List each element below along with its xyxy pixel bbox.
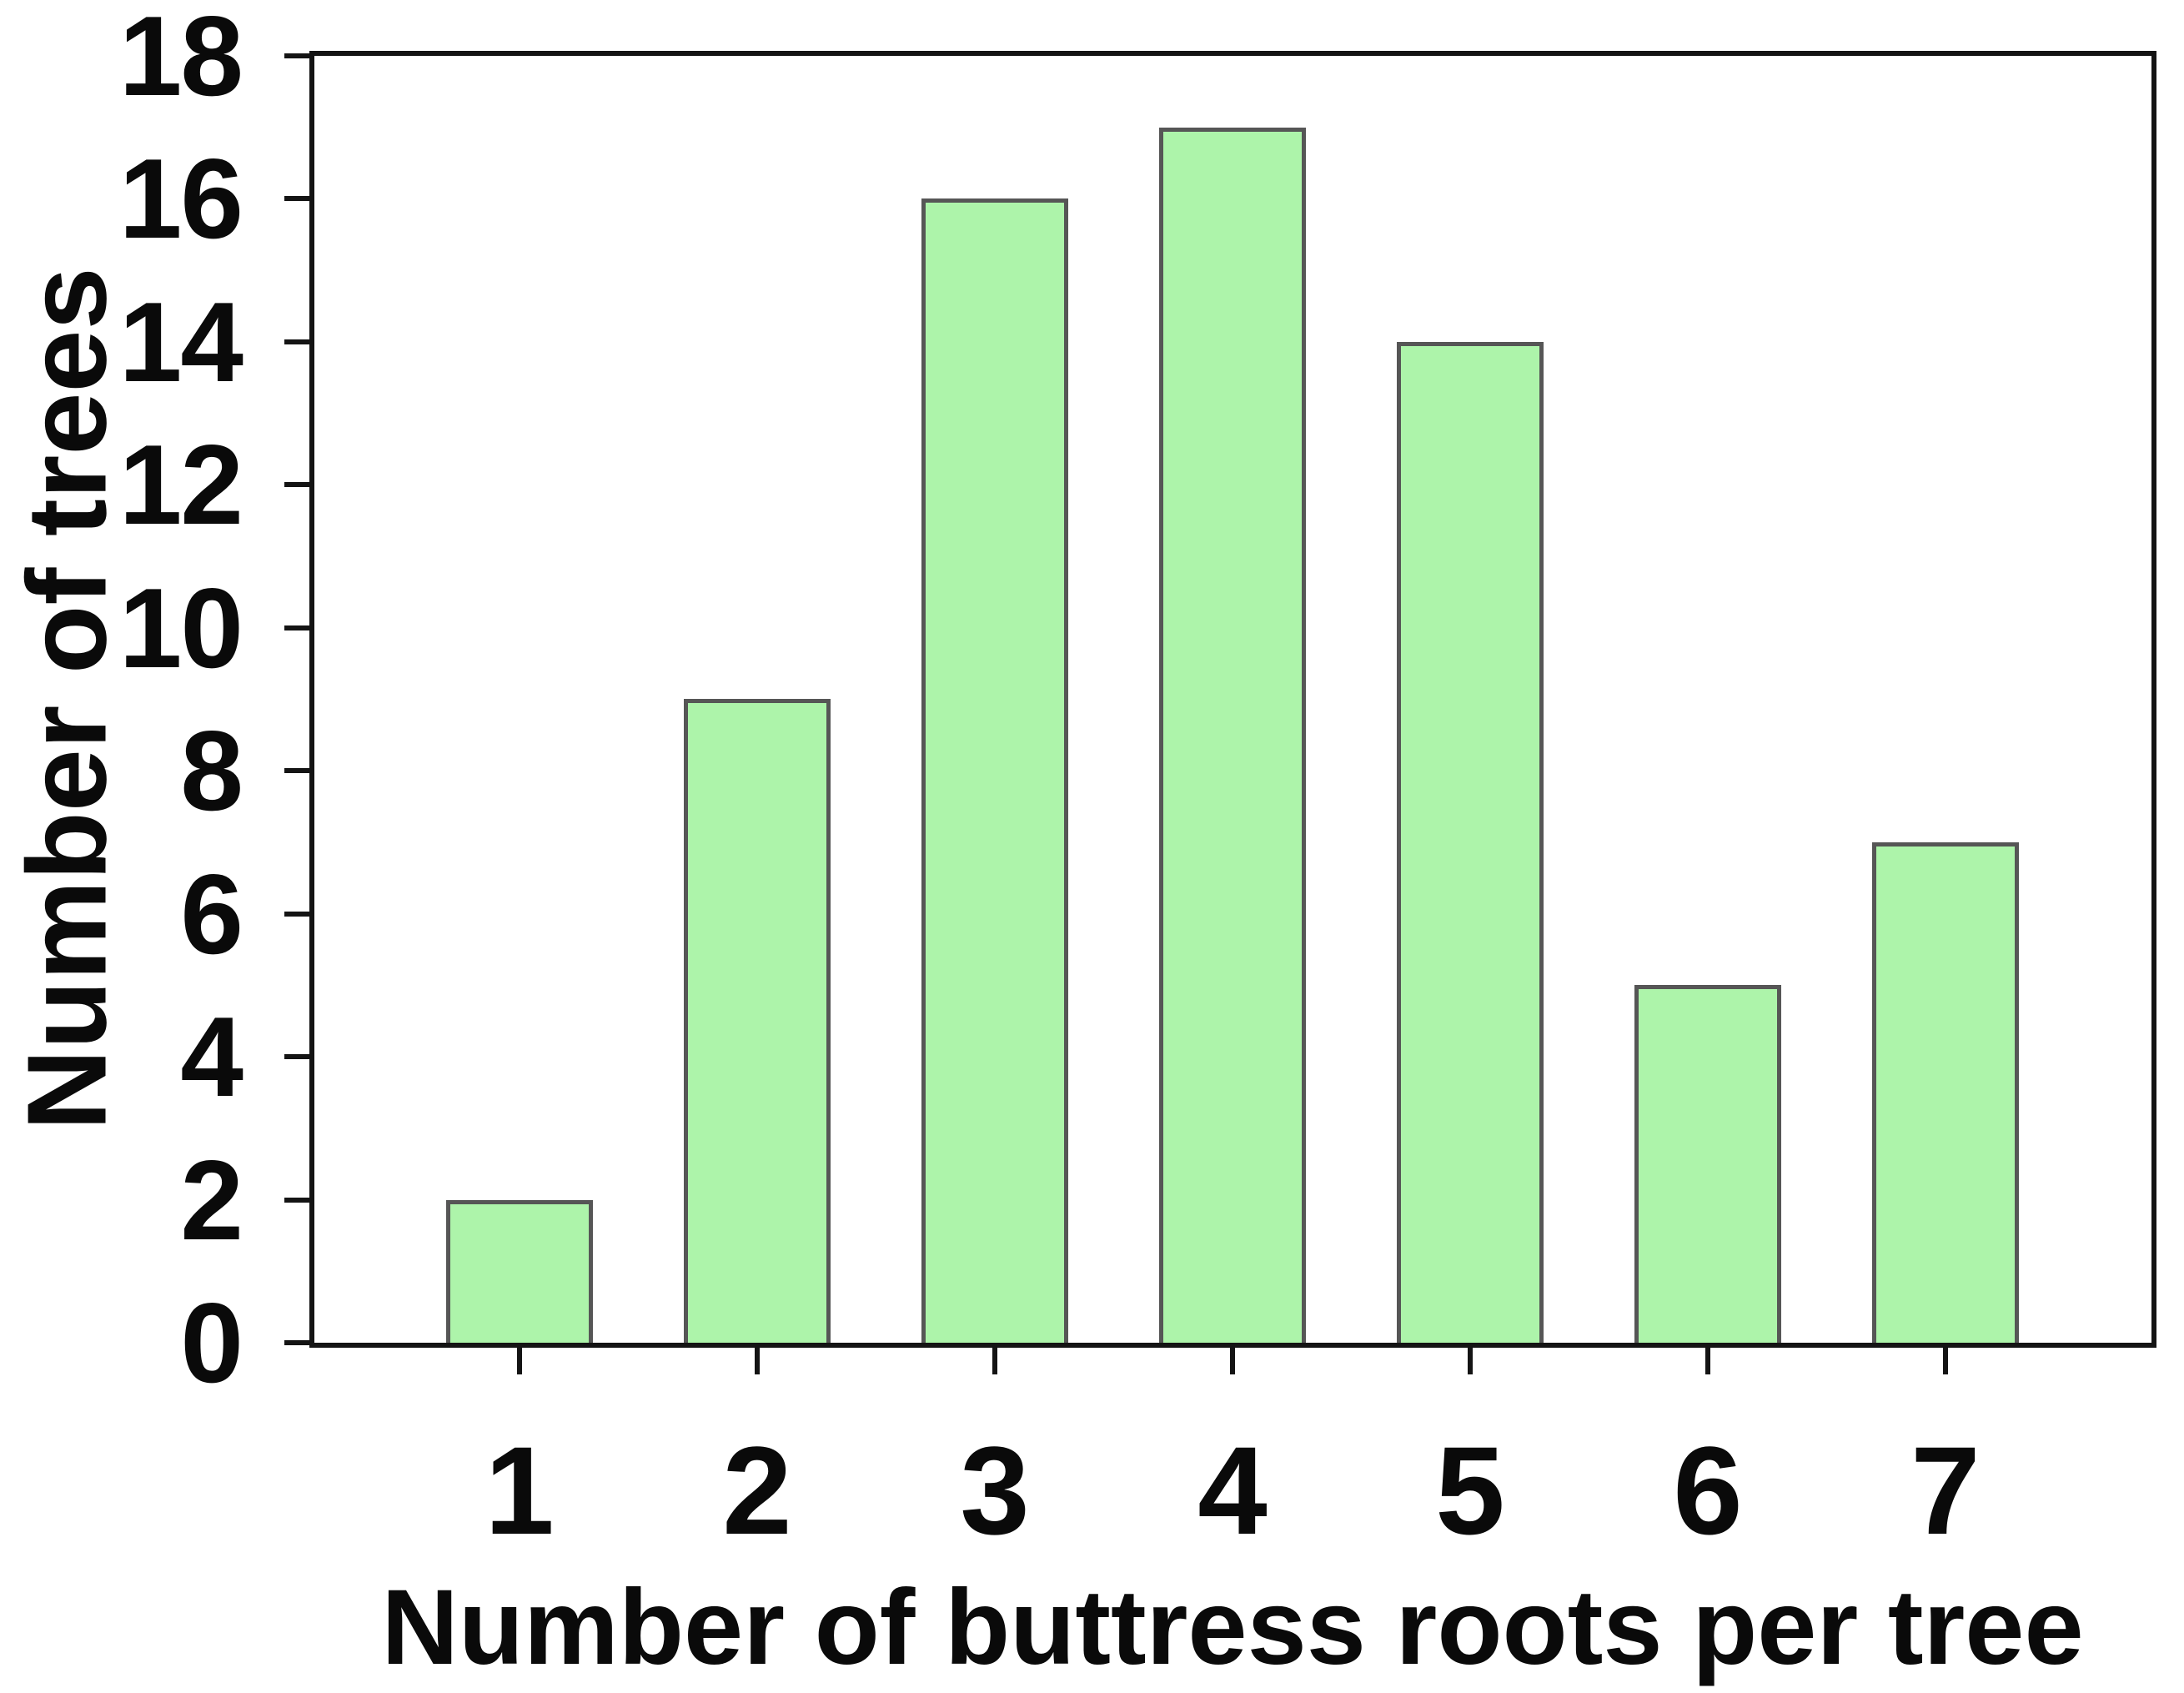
x-tick-6 (1705, 1348, 1710, 1374)
x-tick-label-3: 3 (960, 1420, 1030, 1560)
x-tick-label-1: 1 (484, 1420, 555, 1560)
y-tick-label-10: 10 (118, 565, 244, 691)
bar-1 (446, 1200, 593, 1343)
x-tick-4 (1230, 1348, 1235, 1374)
y-tick-16 (284, 196, 309, 201)
x-tick-3 (992, 1348, 997, 1374)
x-tick-2 (755, 1348, 760, 1374)
x-tick-5 (1468, 1348, 1473, 1374)
y-tick-label-18: 18 (118, 0, 244, 119)
y-tick-0 (284, 1340, 309, 1345)
y-tick-label-14: 14 (118, 279, 244, 405)
x-tick-label-4: 4 (1197, 1420, 1268, 1560)
x-axis-title: Number of buttress roots per tree (381, 1568, 2084, 1687)
y-tick-10 (284, 625, 309, 630)
x-tick-label-2: 2 (722, 1420, 792, 1560)
x-tick-label-6: 6 (1673, 1420, 1743, 1560)
bar-3 (921, 198, 1068, 1343)
y-tick-14 (284, 339, 309, 344)
x-tick-label-5: 5 (1435, 1420, 1505, 1560)
x-tick-label-7: 7 (1910, 1420, 1981, 1560)
y-tick-18 (284, 53, 309, 58)
bar-7 (1872, 842, 2019, 1343)
y-tick-label-6: 6 (180, 851, 244, 977)
x-tick-7 (1943, 1348, 1948, 1374)
plot-area (309, 51, 2156, 1348)
y-tick-4 (284, 1054, 309, 1059)
y-tick-6 (284, 912, 309, 917)
y-tick-label-0: 0 (180, 1279, 244, 1406)
y-tick-label-16: 16 (118, 135, 244, 262)
x-tick-1 (517, 1348, 522, 1374)
y-tick-label-12: 12 (118, 421, 244, 548)
bar-5 (1397, 342, 1544, 1343)
y-tick-8 (284, 768, 309, 773)
y-tick-label-2: 2 (180, 1137, 244, 1263)
y-tick-2 (284, 1198, 309, 1203)
y-tick-label-4: 4 (180, 993, 244, 1120)
bar-6 (1634, 985, 1781, 1343)
y-tick-label-8: 8 (180, 707, 244, 834)
bar-4 (1159, 128, 1306, 1343)
y-tick-12 (284, 482, 309, 487)
bar-2 (684, 699, 831, 1343)
